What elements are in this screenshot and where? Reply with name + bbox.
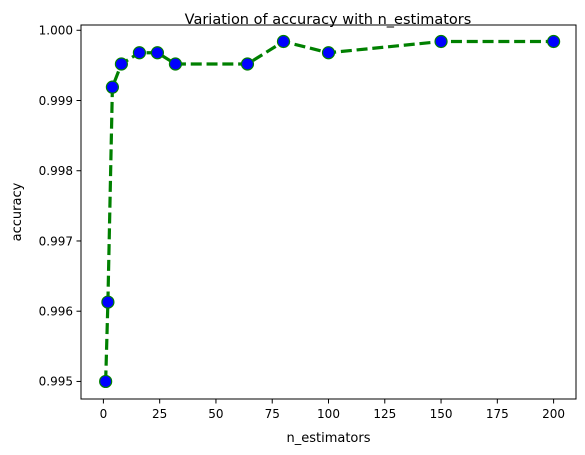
x-tick-label: 50 — [208, 407, 223, 421]
chart-title: Variation of accuracy with n_estimators — [185, 12, 472, 28]
y-tick-label: 1.000 — [39, 24, 73, 38]
x-tick-label: 0 — [100, 407, 108, 421]
plot-frame — [80, 24, 577, 400]
series-layer — [99, 34, 561, 389]
x-tick-label: 200 — [542, 407, 565, 421]
data-point — [276, 34, 291, 49]
x-tick-label: 75 — [265, 407, 280, 421]
data-point — [101, 295, 115, 309]
y-axis: 0.995 0.996 0.997 0.998 0.999 1.000 — [39, 24, 81, 389]
data-point — [547, 34, 561, 49]
y-tick-label: 0.995 — [39, 375, 73, 389]
data-point — [105, 80, 120, 94]
y-tick-label: 0.996 — [39, 305, 73, 319]
data-point — [99, 374, 113, 389]
data-point — [150, 46, 165, 60]
x-axis-label: n_estimators — [286, 431, 370, 446]
data-point — [114, 57, 129, 71]
x-tick-label: 150 — [430, 407, 453, 421]
y-tick-label: 0.998 — [39, 164, 73, 178]
data-point — [240, 57, 255, 71]
x-tick-label: 125 — [373, 407, 396, 421]
data-point — [168, 57, 183, 71]
x-tick-label: 100 — [317, 407, 340, 421]
data-point — [434, 34, 448, 49]
data-point — [132, 46, 147, 60]
x-axis: 0 25 50 75 100 125 150 175 200 — [100, 399, 565, 421]
x-tick-label: 25 — [152, 407, 167, 421]
y-tick-label: 0.997 — [39, 234, 73, 248]
y-tick-label: 0.999 — [39, 94, 73, 108]
series-line — [104, 39, 554, 382]
data-point — [321, 46, 336, 60]
x-tick-label: 175 — [486, 407, 509, 421]
y-axis-label: accuracy — [10, 182, 25, 241]
